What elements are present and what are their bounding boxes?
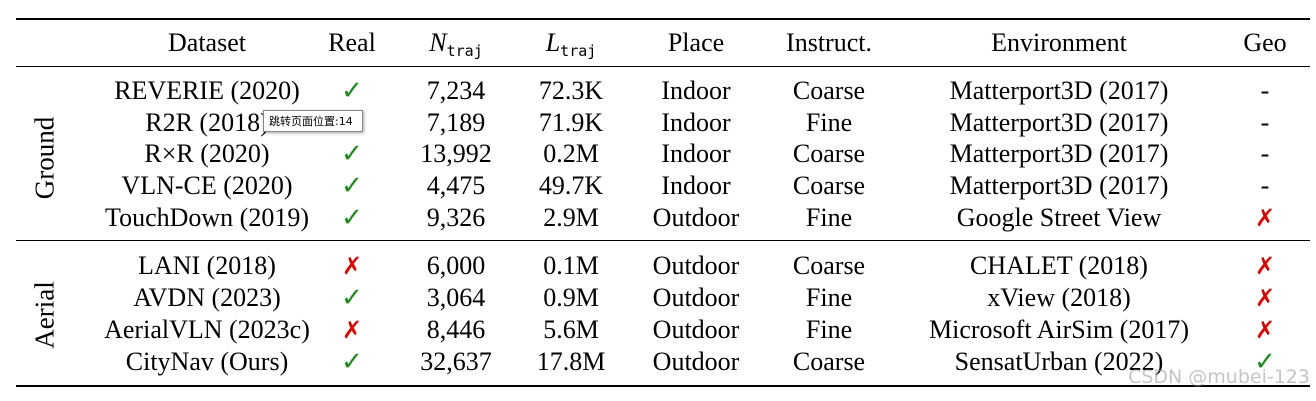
cell-ltraj: 5.6M — [543, 315, 599, 344]
cross-mark-icon: ✗ — [1254, 316, 1276, 344]
cell-ntraj: 6,000 — [426, 251, 486, 280]
cell-instruct: Coarse — [792, 139, 866, 168]
cell-ltraj: 49.7K — [538, 171, 604, 200]
cell-dataset: R×R (2020) — [144, 139, 270, 168]
cell-environment: Microsoft AirSim (2017) — [929, 315, 1189, 344]
header-ntraj: Ntraj — [429, 28, 482, 61]
cell-geo: - — [1260, 108, 1270, 137]
cell-ltraj: 0.9M — [543, 283, 599, 312]
header-instruct: Instruct. — [786, 28, 872, 57]
cell-environment: Matterport3D (2017) — [949, 139, 1169, 168]
cell-environment: SensatUrban (2022) — [954, 347, 1164, 376]
cell-place: Indoor — [661, 76, 731, 105]
cell-ntraj: 7,234 — [426, 76, 486, 105]
check-mark-icon: ✓ — [341, 171, 363, 201]
cell-dataset: AerialVLN (2023c) — [104, 315, 310, 344]
header-ltraj-symbol: L — [545, 28, 561, 57]
cell-place: Outdoor — [652, 315, 740, 344]
group-label-aerial: Aerial — [29, 281, 60, 349]
cell-geo: - — [1260, 76, 1270, 105]
cell-place: Outdoor — [652, 251, 740, 280]
cell-dataset: LANI (2018) — [138, 251, 276, 280]
header-ltraj: Ltraj — [546, 28, 597, 61]
cell-instruct: Fine — [805, 203, 853, 232]
cell-geo: - — [1260, 171, 1270, 200]
cell-place: Outdoor — [652, 283, 740, 312]
cell-instruct: Coarse — [792, 171, 866, 200]
header-rule — [16, 66, 1310, 67]
header-ntraj-subscript: traj — [446, 42, 483, 60]
cell-ltraj: 71.9K — [538, 108, 604, 137]
cell-ntraj: 32,637 — [420, 347, 492, 376]
cross-mark-icon: ✗ — [341, 316, 363, 344]
check-mark-icon: ✓ — [341, 139, 363, 169]
cell-environment: Google Street View — [956, 203, 1162, 232]
cell-environment: Matterport3D (2017) — [949, 76, 1169, 105]
cell-ltraj: 17.8M — [536, 347, 606, 376]
header-ntraj-symbol: N — [429, 28, 447, 57]
check-mark-icon: ✓ — [341, 76, 363, 106]
cell-instruct: Coarse — [792, 347, 866, 376]
cross-mark-icon: ✗ — [341, 252, 363, 280]
cell-ntraj: 9,326 — [426, 203, 486, 232]
check-mark-icon: ✓ — [1254, 347, 1276, 377]
check-mark-icon: ✓ — [341, 283, 363, 313]
cell-place: Indoor — [661, 108, 731, 137]
cell-instruct: Fine — [805, 315, 853, 344]
cross-mark-icon: ✗ — [1254, 204, 1276, 232]
cell-place: Indoor — [661, 139, 731, 168]
cell-ltraj: 0.2M — [543, 139, 599, 168]
header-environment: Environment — [991, 28, 1127, 57]
cell-instruct: Fine — [805, 108, 853, 137]
cross-mark-icon: ✗ — [1254, 284, 1276, 312]
cell-instruct: Fine — [805, 283, 853, 312]
header-dataset: Dataset — [168, 28, 246, 57]
cell-ntraj: 13,992 — [420, 139, 492, 168]
csdn-watermark: CSDN @mubei-123 — [1128, 366, 1310, 388]
cell-place: Indoor — [661, 171, 731, 200]
check-mark-icon: ✓ — [341, 203, 363, 233]
cell-dataset: AVDN (2023) — [133, 283, 281, 312]
cell-ntraj: 4,475 — [426, 171, 486, 200]
cell-ntraj: 7,189 — [426, 108, 486, 137]
cell-dataset: CityNav (Ours) — [125, 347, 289, 376]
cell-ntraj: 3,064 — [426, 283, 486, 312]
cell-instruct: Coarse — [792, 76, 866, 105]
table-top-rule — [16, 18, 1310, 20]
cell-dataset: VLN-CE (2020) — [121, 171, 293, 200]
cell-dataset: REVERIE (2020) — [114, 76, 300, 105]
cell-dataset: TouchDown (2019) — [105, 203, 309, 232]
cell-ntraj: 8,446 — [426, 315, 486, 344]
cell-instruct: Coarse — [792, 251, 866, 280]
group-label-ground: Ground — [29, 116, 60, 200]
cell-dataset: R2R (2018) — [145, 108, 269, 137]
cross-mark-icon: ✗ — [1254, 252, 1276, 280]
table-bottom-rule — [16, 385, 1310, 387]
cell-geo: - — [1260, 139, 1270, 168]
page-jump-tooltip: 跳转页面位置:14 — [263, 110, 363, 132]
cell-environment: xView (2018) — [987, 283, 1131, 312]
cell-place: Outdoor — [652, 203, 740, 232]
header-place: Place — [667, 28, 725, 57]
cell-ltraj: 2.9M — [543, 203, 599, 232]
check-mark-icon: ✓ — [341, 347, 363, 377]
header-real: Real — [328, 28, 376, 57]
cell-ltraj: 72.3K — [538, 76, 604, 105]
cell-environment: Matterport3D (2017) — [949, 171, 1169, 200]
header-ltraj-subscript: traj — [560, 42, 597, 60]
cell-environment: Matterport3D (2017) — [949, 108, 1169, 137]
cell-environment: CHALET (2018) — [970, 251, 1148, 280]
cell-place: Outdoor — [652, 347, 740, 376]
cell-ltraj: 0.1M — [543, 251, 599, 280]
group-separator-rule — [16, 240, 1310, 241]
header-geo: Geo — [1243, 28, 1287, 57]
